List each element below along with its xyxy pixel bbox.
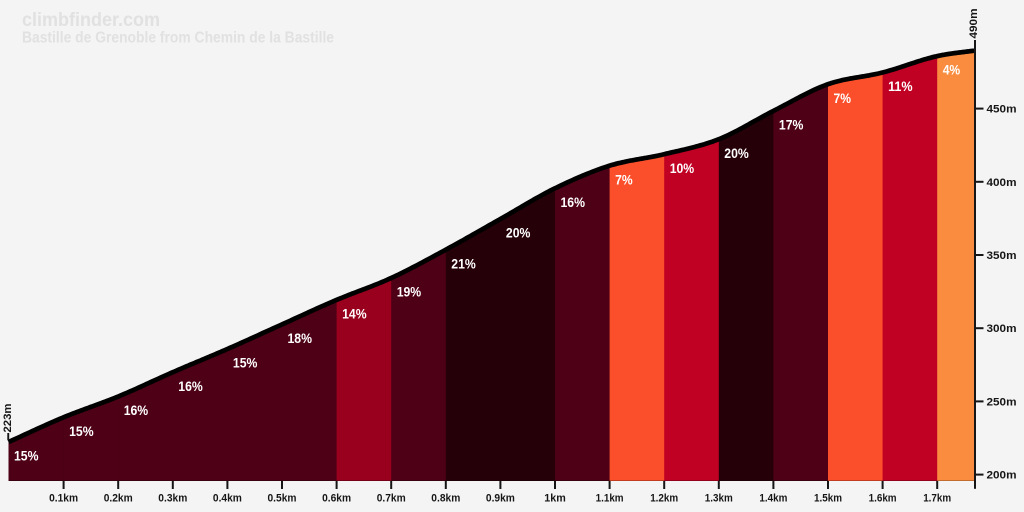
svg-text:21%: 21% (451, 255, 476, 271)
svg-text:490m: 490m (968, 8, 980, 38)
svg-text:0.5km: 0.5km (268, 493, 297, 505)
svg-text:250m: 250m (987, 396, 1017, 408)
svg-text:0.2km: 0.2km (104, 493, 133, 505)
svg-text:0.8km: 0.8km (431, 493, 460, 505)
svg-text:15%: 15% (14, 448, 39, 464)
svg-text:climbfinder.com: climbfinder.com (22, 9, 160, 31)
svg-text:1.3km: 1.3km (705, 493, 733, 505)
svg-text:16%: 16% (178, 378, 203, 394)
svg-text:1km: 1km (544, 493, 566, 505)
svg-text:0.6km: 0.6km (322, 493, 351, 505)
svg-text:18%: 18% (288, 330, 313, 346)
svg-text:1.7km: 1.7km (923, 493, 951, 505)
svg-text:400m: 400m (987, 177, 1017, 189)
svg-text:15%: 15% (69, 423, 94, 439)
svg-text:1.6km: 1.6km (869, 493, 897, 505)
svg-text:17%: 17% (779, 117, 804, 133)
svg-text:0.7km: 0.7km (377, 493, 406, 505)
svg-text:0.4km: 0.4km (213, 493, 242, 505)
svg-text:0.9km: 0.9km (486, 493, 515, 505)
svg-text:20%: 20% (724, 145, 749, 161)
svg-text:19%: 19% (397, 284, 422, 300)
svg-text:7%: 7% (834, 90, 852, 106)
svg-text:16%: 16% (124, 402, 149, 418)
svg-text:223m: 223m (2, 403, 14, 432)
svg-text:16%: 16% (561, 194, 586, 210)
svg-text:1.5km: 1.5km (814, 493, 842, 505)
svg-text:300m: 300m (987, 323, 1017, 335)
svg-text:0.3km: 0.3km (158, 493, 187, 505)
svg-text:7%: 7% (615, 171, 633, 187)
svg-text:10%: 10% (670, 160, 695, 176)
svg-text:200m: 200m (987, 470, 1017, 482)
svg-text:0.1km: 0.1km (49, 493, 78, 505)
svg-text:4%: 4% (943, 62, 961, 78)
svg-text:1.4km: 1.4km (759, 493, 787, 505)
svg-text:350m: 350m (987, 250, 1017, 262)
svg-text:450m: 450m (987, 104, 1017, 116)
svg-text:15%: 15% (233, 355, 258, 371)
svg-text:20%: 20% (506, 225, 531, 241)
svg-text:11%: 11% (888, 78, 913, 94)
svg-text:14%: 14% (342, 306, 367, 322)
svg-text:1.2km: 1.2km (650, 493, 678, 505)
svg-text:Bastille de Grenoble from Chem: Bastille de Grenoble from Chemin de la B… (22, 30, 334, 47)
svg-text:1.1km: 1.1km (596, 493, 624, 505)
